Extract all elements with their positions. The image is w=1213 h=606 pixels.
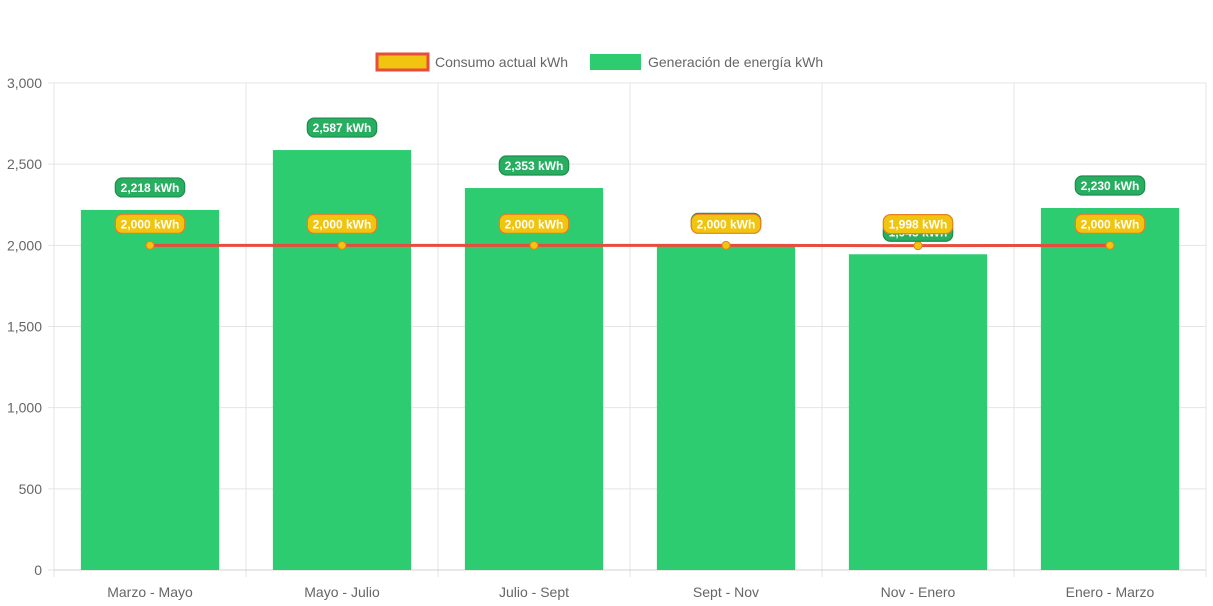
line-point <box>529 240 539 250</box>
data-label: 2,000 kWh <box>690 213 762 234</box>
line-point <box>337 240 347 250</box>
line-point <box>721 240 731 250</box>
consumption-line <box>145 240 1115 251</box>
data-label: 2,587 kWh <box>306 117 378 138</box>
bar <box>80 209 220 570</box>
x-tick-label: Julio - Sept <box>499 584 569 600</box>
data-label: 2,353 kWh <box>498 155 570 176</box>
data-label-text: 2,000 kWh <box>505 217 564 231</box>
bar <box>1040 207 1180 570</box>
bar <box>272 150 412 570</box>
y-tick-label: 2,000 <box>7 237 42 253</box>
data-label-badge <box>498 213 570 234</box>
bar <box>848 254 988 571</box>
data-label-badge <box>1074 213 1146 234</box>
y-tick-label: 1,000 <box>7 400 42 416</box>
x-tick-label: Enero - Marzo <box>1066 584 1155 600</box>
data-label-text: 2,000 kWh <box>121 217 180 231</box>
data-label-text: 2,230 kWh <box>1081 179 1140 193</box>
x-tick-label: Mayo - Julio <box>304 584 380 600</box>
data-label: 1,998 kWh <box>882 214 954 235</box>
y-tick-label: 3,000 <box>7 75 42 91</box>
data-label: 2,000 kWh <box>114 213 186 234</box>
data-label-badge <box>882 214 954 235</box>
data-label-badge <box>1074 175 1146 196</box>
data-label-text: 2,000 kWh <box>313 217 372 231</box>
data-label: 2,218 kWh <box>114 177 186 198</box>
data-label-badge <box>114 213 186 234</box>
line-point <box>145 240 155 250</box>
bars <box>80 150 1180 571</box>
data-label-badge <box>306 213 378 234</box>
y-tick-label: 1,500 <box>7 319 42 335</box>
y-tick-label: 0 <box>34 562 42 578</box>
line-point <box>913 241 923 251</box>
data-label-badge <box>690 213 762 234</box>
legend-swatch-consumo <box>375 52 430 72</box>
x-tick-label: Sept - Nov <box>693 584 759 600</box>
data-label: 2,000 kWh <box>306 213 378 234</box>
data-label-badge <box>306 117 378 138</box>
data-label-badge <box>498 155 570 176</box>
line-point <box>1105 240 1115 250</box>
x-tick-label: Marzo - Mayo <box>107 584 193 600</box>
y-tick-label: 2,500 <box>7 156 42 172</box>
data-label-badge <box>114 177 186 198</box>
data-label-text: 2,353 kWh <box>505 159 564 173</box>
data-label-text: 2,000 kWh <box>697 217 756 231</box>
data-label: 2,000 kWh <box>1074 213 1146 234</box>
data-label-text: 2,587 kWh <box>313 121 372 135</box>
bar <box>656 245 796 571</box>
data-label-text: 1,998 kWh <box>889 218 948 232</box>
bar <box>464 188 604 570</box>
data-label-text: 2,218 kWh <box>121 181 180 195</box>
legend-swatch-generacion <box>590 54 641 70</box>
y-tick-label: 500 <box>19 481 43 497</box>
grid <box>48 82 1207 577</box>
legend-label-generacion: Generación de energía kWh <box>648 54 823 70</box>
data-label: 2,000 kWh <box>498 213 570 234</box>
data-label: 2,230 kWh <box>1074 175 1146 196</box>
legend-label-consumo: Consumo actual kWh <box>435 54 568 70</box>
legend: Consumo actual kWh Generación de energía … <box>375 52 823 72</box>
axes: 0 500 1,000 1,500 2,000 2,500 3,000 Marzo - May… <box>7 75 1206 600</box>
x-tick-label: Nov - Enero <box>881 584 956 600</box>
data-label-text: 2,000 kWh <box>1081 217 1140 231</box>
